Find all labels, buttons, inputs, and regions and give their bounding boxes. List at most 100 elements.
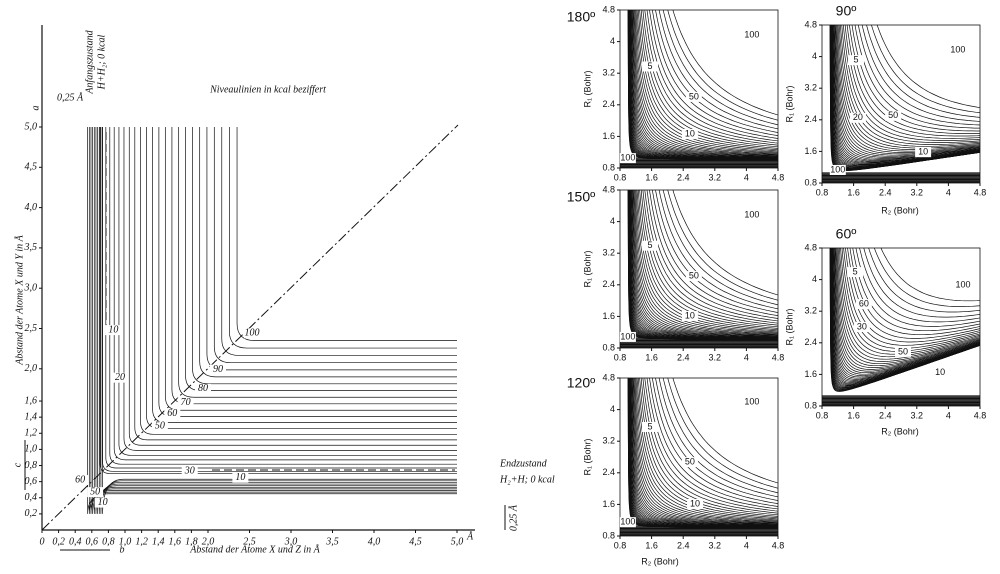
contour-line: [832, 248, 980, 374]
contour-line: [630, 378, 778, 526]
contour-line: [836, 25, 980, 150]
x-tick-label: 1,0: [119, 536, 132, 547]
contour-line: [871, 25, 980, 114]
level-label: 10: [98, 497, 108, 508]
x-tick-label: 4,0: [368, 536, 381, 547]
level-label: 10: [235, 472, 245, 483]
contour-line: [632, 190, 778, 337]
contour-line: [192, 127, 457, 385]
level-label: 50: [689, 270, 699, 280]
contour-line: [100, 127, 457, 514]
contour-line: [87, 127, 457, 514]
y-tick-label: 4: [812, 51, 817, 61]
y-axis-label: Abstand der Atome X und Y in Å: [13, 234, 25, 365]
contour-line: [630, 10, 778, 158]
contour-line: [628, 190, 778, 340]
x-tick-label: 3,0: [284, 536, 298, 547]
contour-line: [852, 248, 980, 332]
y-tick-label: 4: [610, 216, 615, 226]
panel-title: 120º: [567, 375, 595, 391]
contour-line: [834, 248, 980, 368]
contour-line: [833, 248, 980, 372]
x-tick-label: 2.4: [677, 172, 690, 182]
contour-line: [637, 378, 778, 519]
level-label-bg: [685, 271, 702, 282]
y-tick-label: 1.6: [602, 499, 615, 509]
x-tick-label: 4: [946, 187, 951, 197]
y-tick-label: 1,4: [25, 411, 38, 422]
x-tick-label: 1.6: [645, 540, 658, 550]
level-label: 30: [857, 321, 867, 331]
level-label-bg: [164, 408, 181, 419]
y-tick-label: 0,6: [25, 476, 38, 487]
contour-line: [837, 25, 980, 149]
contour-line: [658, 10, 778, 130]
level-label-bg: [619, 153, 636, 164]
contour-line: [634, 378, 778, 522]
contour-line: [631, 190, 778, 337]
y-axis-label: R₁ (Bohr): [582, 438, 592, 475]
y-tick-label: 0,8: [25, 460, 38, 471]
level-label-bg: [743, 397, 760, 408]
panel-title: 150º: [567, 189, 595, 205]
contour-line: [637, 190, 778, 331]
contour-line: [830, 25, 980, 168]
contour-line: [838, 248, 980, 355]
contour-line: [831, 25, 980, 161]
contour-line: [102, 127, 457, 514]
x-axis-label: R₂ (Bohr): [881, 205, 919, 215]
x-tick-label: 4: [946, 410, 951, 420]
contour-line: [229, 127, 457, 349]
contour-line: [651, 190, 778, 316]
contour-line: [866, 25, 980, 118]
contour-line: [97, 127, 457, 514]
x-tick-label: 2.4: [879, 187, 892, 197]
x-tick-label: 4: [744, 352, 749, 362]
contour-line: [109, 127, 457, 465]
y-tick-label: 2,5: [25, 323, 38, 334]
plot-frame: [821, 247, 981, 407]
contours: [620, 378, 778, 536]
contour-line: [639, 190, 778, 329]
y-tick-label: 4: [610, 404, 615, 414]
contour-line: [629, 378, 778, 527]
level-label-bg: [243, 328, 260, 339]
x-tick-label: 2,5: [243, 536, 256, 547]
x-tick-label: 1,4: [152, 536, 165, 547]
x-tick-label: 1,6: [169, 536, 182, 547]
y-axis-label: R₁ (Bohr): [582, 250, 592, 287]
level-label-bg: [885, 110, 902, 121]
contour-line: [633, 190, 778, 335]
y-tick-label: 3.2: [602, 68, 615, 78]
contour-line: [835, 248, 980, 365]
contour-line: [846, 25, 980, 137]
level-label: 20: [853, 112, 863, 122]
contour-line: [880, 248, 980, 302]
contour-line: [651, 10, 778, 136]
contour-line: [178, 127, 457, 398]
x-axis-label: R₂ (Bohr): [881, 426, 919, 436]
contour-line: [635, 10, 778, 153]
level-label: 100: [620, 153, 635, 163]
level-label: 5: [853, 266, 858, 276]
level-label-bg: [94, 497, 111, 508]
x-tick-label: 0.8: [614, 172, 627, 182]
contour-line: [649, 190, 778, 319]
contour-line: [629, 10, 778, 159]
contour-line: [672, 378, 778, 484]
contour-line: [134, 127, 457, 441]
y-tick-label: 3.2: [602, 248, 615, 258]
contour-line: [632, 378, 778, 525]
x-tick-label: 2.4: [677, 540, 690, 550]
level-label: 100: [244, 328, 259, 339]
level-label: 10: [935, 367, 945, 377]
contour-line: [92, 127, 457, 514]
level-label-bg: [855, 299, 872, 310]
contour-line: [849, 248, 980, 336]
y-tick-label: 1.6: [804, 146, 817, 156]
y-tick-label: 0.8: [804, 177, 817, 187]
contour-line: [834, 248, 980, 367]
level-label-bg: [932, 367, 949, 378]
level-label: 70: [181, 397, 191, 408]
